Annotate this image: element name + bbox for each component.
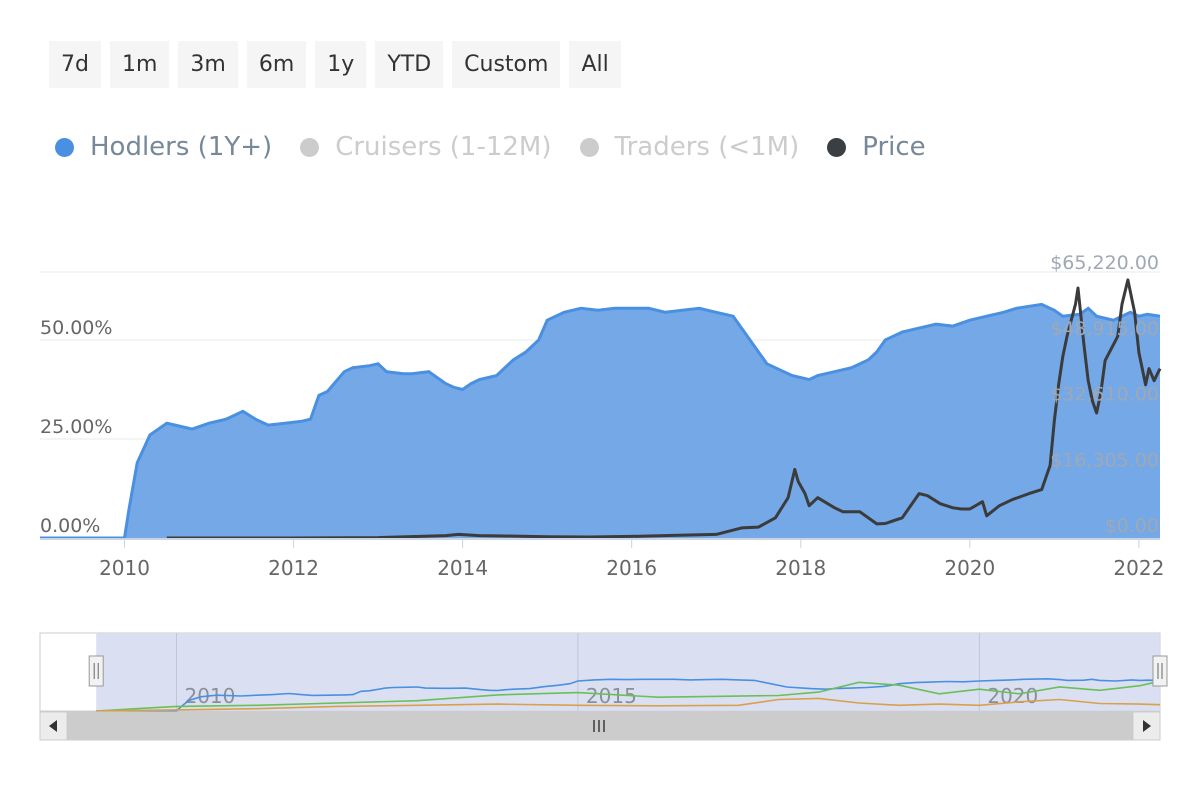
x-tick-label: 2018: [775, 556, 826, 580]
scroll-left-button[interactable]: [39, 711, 68, 741]
range-button-1m[interactable]: 1m: [109, 41, 170, 88]
range-button-all[interactable]: All: [569, 41, 621, 88]
legend-label: Price: [862, 132, 926, 162]
x-tick-label: 2016: [606, 556, 657, 580]
legend-label: Cruisers (1-12M): [335, 132, 552, 162]
x-tick-label: 2012: [268, 556, 319, 580]
range-button-custom[interactable]: Custom: [452, 41, 561, 88]
legend-item-hodlers-1y[interactable]: Hodlers (1Y+): [55, 132, 272, 162]
arrow-left-icon: [49, 720, 57, 732]
scroll-right-button[interactable]: [1132, 711, 1161, 741]
legend-label: Traders (<1M): [614, 132, 800, 162]
navigator-left-handle[interactable]: [88, 655, 104, 687]
navigator-traders-line: [96, 697, 1161, 712]
legend-dot-icon: [827, 137, 847, 157]
legend-label: Hodlers (1Y+): [90, 132, 273, 162]
hodlers-series: [40, 302, 1161, 540]
range-button-3m[interactable]: 3m: [178, 41, 238, 88]
legend-dot-icon: [300, 137, 320, 157]
price-series: [166, 278, 1162, 540]
y-left-tick-label: 50.00%: [40, 317, 112, 339]
y-left-tick-label: 25.00%: [40, 416, 112, 438]
x-tick-label: 2020: [944, 556, 995, 580]
handle-body[interactable]: [88, 655, 104, 687]
y-right-tick-label: $16,305.00: [1050, 449, 1159, 471]
x-tick-label: 2014: [437, 556, 488, 580]
legend-dot-icon: [579, 137, 599, 157]
navigator-right-handle[interactable]: [1152, 655, 1168, 687]
hodlers-line: [40, 302, 1161, 540]
axes: 2010 2012 2014 2016 2018 2020 2022 0.00% 25.00% 5…: [40, 252, 1164, 580]
legend: Hodlers (1Y+) Cruisers (1-12M) Traders (<1…: [55, 132, 926, 162]
range-button-1y[interactable]: 1y: [315, 41, 367, 88]
scrollbar-thumb[interactable]: [67, 712, 1133, 740]
navigator-selection[interactable]: [96, 633, 1161, 711]
y-right-tick-label: $0.00: [1105, 515, 1159, 537]
navigator[interactable]: 2010 2015 2020: [39, 632, 1168, 741]
x-tick-label: 2022: [1113, 556, 1164, 580]
legend-item-cruisers-1-12m[interactable]: Cruisers (1-12M): [300, 132, 552, 162]
y-right-tick-label: $32,610.00: [1050, 384, 1159, 406]
range-selector: 7d 1m 3m 6m 1y YTD Custom All: [49, 41, 621, 88]
range-button-6m[interactable]: 6m: [246, 41, 307, 88]
legend-dot-icon: [55, 137, 74, 157]
navigator-hodlers-line: [96, 677, 1161, 712]
range-button-7d[interactable]: 7d: [49, 41, 101, 88]
price-line: [166, 278, 1162, 540]
y-left-tick-label: 0.00%: [40, 515, 100, 537]
legend-item-traders-1m[interactable]: Traders (<1M): [579, 132, 800, 162]
y-right-tick-label: $65,220.00: [1050, 252, 1159, 274]
legend-item-price[interactable]: Price: [827, 132, 926, 162]
hodlers-area: [40, 304, 1160, 538]
handle-body[interactable]: [1152, 655, 1168, 687]
x-tick-label: 2010: [99, 556, 150, 580]
arrow-right-icon: [1143, 720, 1151, 732]
navigator-cruisers-line: [96, 680, 1161, 712]
y-right-tick-label: $48,915.00: [1050, 318, 1159, 340]
range-button-ytd[interactable]: YTD: [375, 41, 444, 88]
